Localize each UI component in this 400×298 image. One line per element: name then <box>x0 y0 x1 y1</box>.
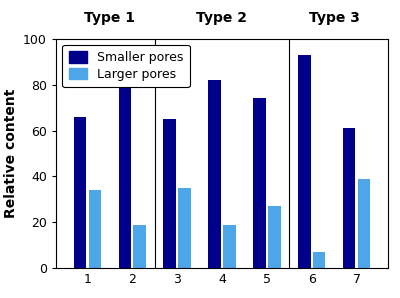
Bar <box>343 128 356 268</box>
Bar <box>298 55 311 268</box>
Y-axis label: Relative content: Relative content <box>4 89 18 218</box>
Bar <box>118 82 131 268</box>
Bar <box>358 179 370 268</box>
Legend: Smaller pores, Larger pores: Smaller pores, Larger pores <box>62 45 190 87</box>
Bar <box>223 225 236 268</box>
Bar <box>268 206 280 268</box>
Text: Type 3: Type 3 <box>309 11 360 25</box>
Bar <box>74 117 86 268</box>
Text: Type 1: Type 1 <box>84 11 135 25</box>
Bar <box>178 188 191 268</box>
Bar <box>208 80 221 268</box>
Bar <box>313 252 326 268</box>
Text: Type 2: Type 2 <box>196 11 248 25</box>
Bar <box>164 119 176 268</box>
Bar <box>88 190 101 268</box>
Bar <box>253 98 266 268</box>
Bar <box>133 225 146 268</box>
